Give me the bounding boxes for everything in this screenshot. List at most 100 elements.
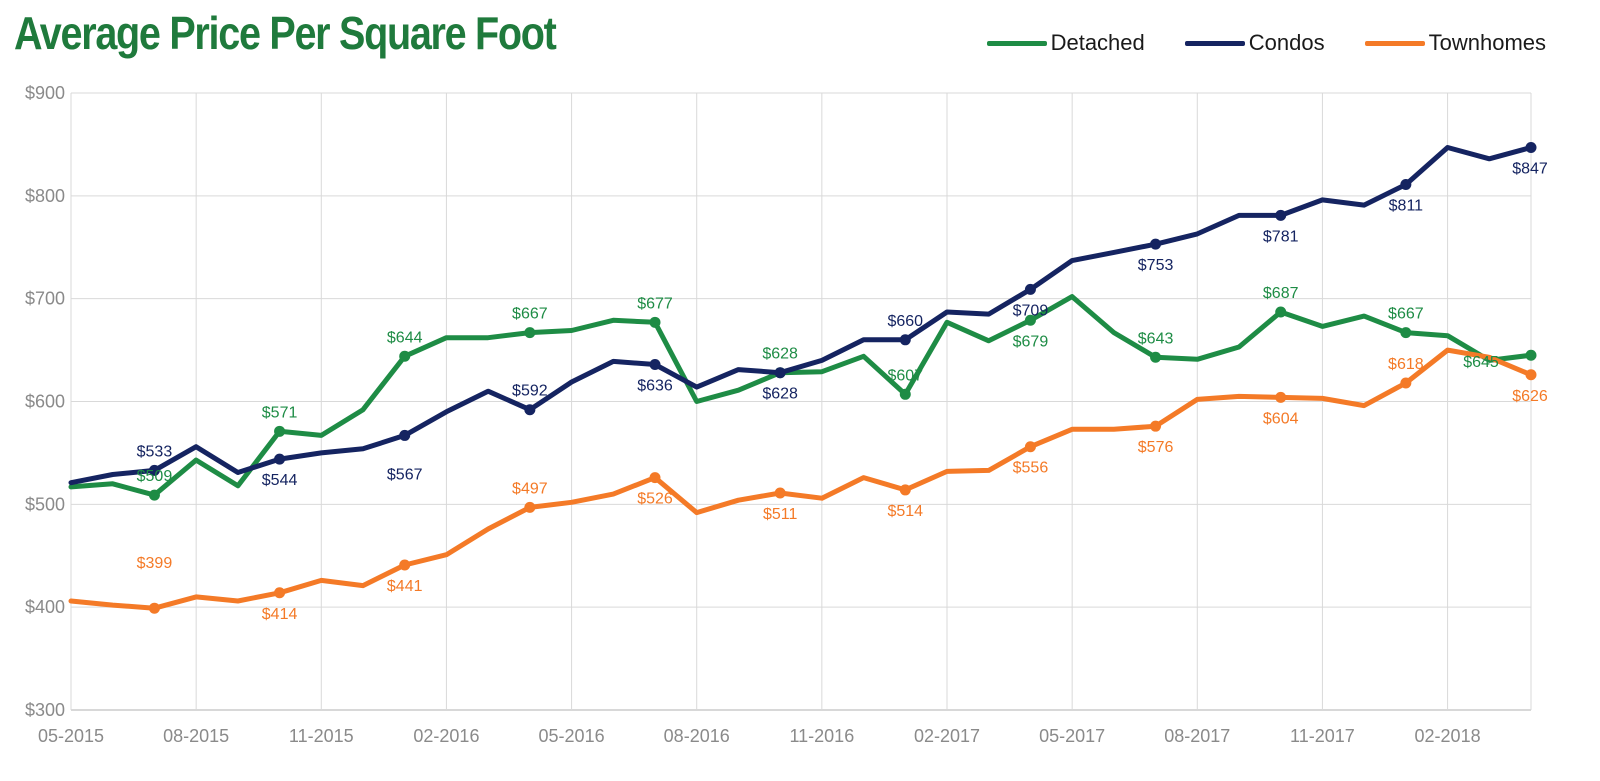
data-label-condos: $567 [387,466,423,483]
data-point-detached [1275,306,1287,318]
data-label-condos: $628 [762,386,798,403]
y-tick-label: $700 [25,289,65,309]
data-point-detached [1525,349,1537,361]
legend-swatch-condos [1184,40,1245,46]
data-point-townhomes [774,487,786,499]
x-tick-label: 05-2016 [539,726,605,746]
x-tick-label: 11-2015 [289,726,354,746]
data-label-condos: $709 [1013,302,1049,319]
data-label-townhomes: $511 [763,506,798,523]
data-label-townhomes: $414 [262,606,298,623]
x-tick-label: 08-2016 [664,726,730,746]
data-label-condos: $847 [1512,161,1548,178]
data-label-condos: $660 [887,313,923,330]
chart-title: Average Price Per Square Foot [14,7,557,59]
data-point-townhomes [148,602,160,614]
data-point-condos [774,367,786,379]
data-point-detached [399,350,411,362]
data-label-condos: $811 [1389,198,1424,215]
legend-label-detached: Detached [1050,30,1145,55]
y-tick-label: $400 [25,597,65,617]
data-point-condos [649,358,661,370]
series-line-detached [68,294,1534,498]
data-point-townhomes [1150,420,1162,432]
data-point-detached [524,327,536,339]
data-point-townhomes [1275,391,1287,403]
data-point-condos [148,464,160,476]
data-label-detached: $667 [1388,306,1424,323]
data-label-condos: $636 [637,377,673,394]
x-tick-label: 11-2016 [789,726,854,746]
data-label-condos: $753 [1138,257,1174,274]
x-tick-label: 02-2018 [1415,726,1481,746]
data-point-townhomes [274,587,286,599]
data-label-townhomes: $618 [1388,356,1424,373]
data-point-townhomes [899,484,911,496]
data-label-condos: $544 [262,472,298,489]
data-label-townhomes: $556 [1013,460,1049,477]
data-label-detached: $677 [637,295,673,312]
data-label-townhomes: $626 [1512,388,1548,405]
data-label-detached: $571 [262,404,298,421]
y-tick-label: $300 [25,700,65,720]
y-tick-label: $800 [25,186,65,206]
data-point-condos [1024,283,1036,295]
data-point-townhomes [524,501,536,513]
data-point-condos [1275,209,1287,221]
legend: Detached Condos Townhomes [986,30,1546,56]
data-point-condos [899,334,911,346]
data-point-condos [524,404,536,416]
series-lines [68,142,1537,614]
data-point-detached [1150,351,1162,363]
data-label-detached: $607 [887,367,923,384]
data-point-condos [399,429,411,441]
x-tick-label: 05-2015 [38,726,104,746]
data-point-condos [1150,238,1162,250]
x-tick-label: 02-2016 [413,726,479,746]
series-line-townhomes [68,347,1534,611]
y-tick-label: $900 [25,83,65,103]
data-labels: $509 $571 $644 $667 $677 $628 $607 $679 $643 $687… [137,161,1548,623]
data-label-townhomes: $576 [1138,439,1174,456]
x-tick-label: 08-2017 [1164,726,1230,746]
data-label-detached: $645 [1463,354,1499,371]
data-point-detached [649,316,661,328]
x-tick-label: 02-2017 [914,726,980,746]
data-label-townhomes: $399 [137,555,173,572]
data-point-detached [148,489,160,501]
data-point-condos [274,453,286,465]
legend-swatch-townhomes [1364,40,1425,46]
data-point-townhomes [1024,441,1036,453]
legend-item-townhomes: Townhomes [1364,30,1546,56]
data-point-detached [899,388,911,400]
data-label-townhomes: $526 [637,491,673,508]
axes: $300 $400 $500 $600 $700 $800 $900 05-2015 08-20… [25,83,1481,746]
legend-label-condos: Condos [1248,30,1325,55]
data-label-condos: $781 [1263,228,1299,245]
y-tick-label: $500 [25,494,65,514]
data-point-condos [1525,142,1537,154]
data-point-detached [274,425,286,437]
series-line-condos [68,145,1534,486]
legend-label-townhomes: Townhomes [1428,30,1546,55]
legend-swatch-detached [986,40,1047,46]
data-point-townhomes [649,472,661,484]
legend-item-detached: Detached [986,30,1145,56]
data-point-detached [1400,327,1412,339]
x-tick-label: 08-2015 [163,726,229,746]
data-point-condos [1400,179,1412,191]
x-tick-label: 11-2017 [1290,726,1355,746]
data-label-townhomes: $604 [1263,410,1299,427]
data-label-townhomes: $514 [887,503,923,520]
data-label-condos: $533 [137,443,173,460]
data-label-townhomes: $497 [512,480,548,497]
data-point-townhomes [1525,369,1537,381]
data-label-detached: $643 [1138,330,1174,347]
data-point-detached [1024,314,1036,326]
data-label-condos: $592 [512,383,548,400]
data-label-detached: $679 [1013,333,1049,350]
data-label-detached: $644 [387,329,423,346]
data-label-detached: $509 [137,468,173,485]
